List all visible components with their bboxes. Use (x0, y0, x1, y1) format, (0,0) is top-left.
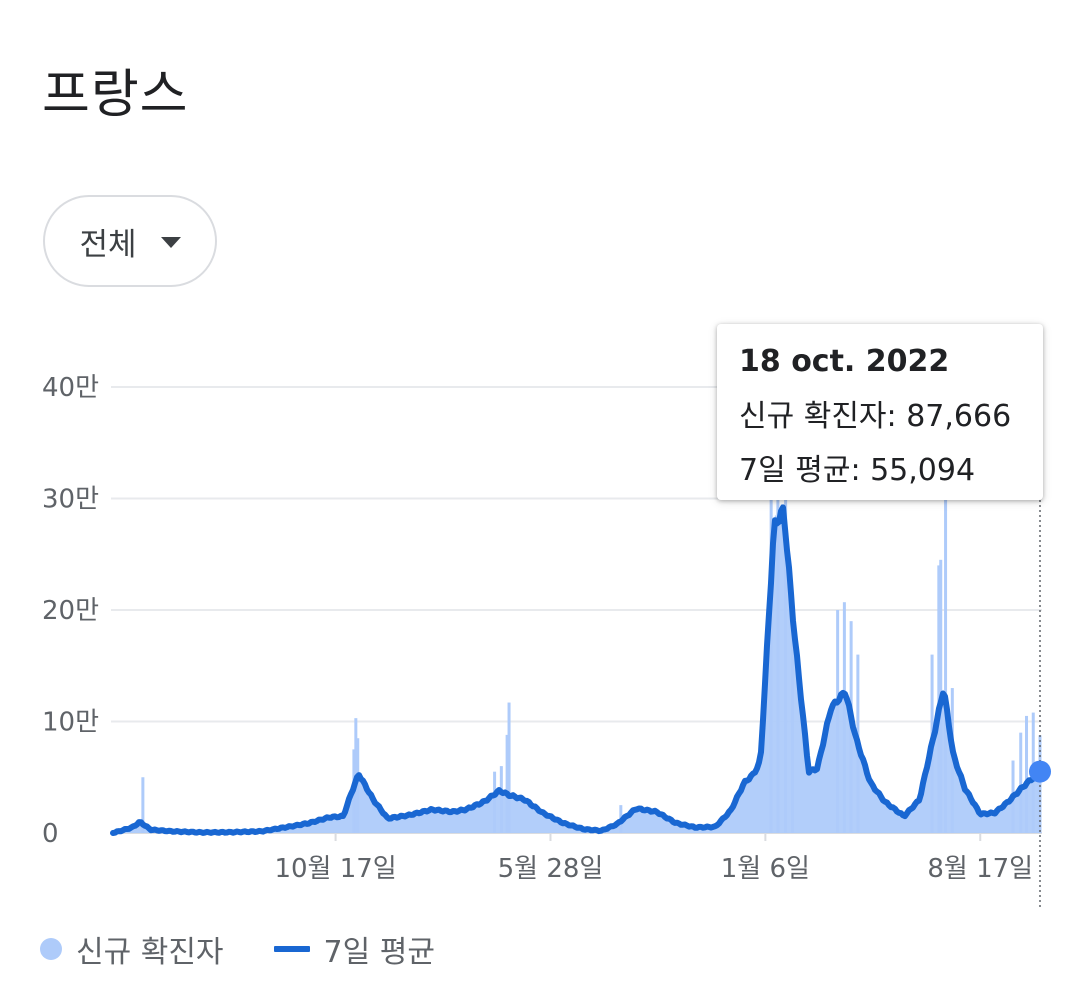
range-dropdown[interactable]: 전체 (43, 195, 217, 287)
cases-bar (1019, 732, 1023, 833)
cases-bar (499, 766, 503, 833)
cases-area (113, 503, 1040, 833)
x-tick-label: 1월 6일 (721, 854, 810, 884)
cases-bar (790, 604, 794, 833)
cases-bar (141, 777, 145, 833)
x-tick-label: 10월 17일 (274, 854, 396, 884)
hover-cursor (1029, 500, 1051, 910)
legend-avg-swatch (273, 946, 310, 952)
legend-avg-label: 7일 평균 (323, 935, 435, 970)
avg-line-layer (110, 504, 1042, 836)
cases-bar (1038, 735, 1042, 833)
x-axis: 10월 17일 5월 28일 1월 6일 8월 17일 (274, 833, 1033, 884)
tooltip-date: 18 oct. 2022 (739, 344, 950, 379)
chart-legend: 신규 확진자 7일 평균 (40, 925, 485, 973)
cases-bars (141, 448, 1042, 833)
cases-bar (944, 492, 948, 833)
tooltip-avg-row: 7일 평균: 55,094 (739, 453, 976, 488)
selected-point-marker (1029, 760, 1051, 783)
avg-line (110, 504, 1042, 836)
cases-bar (1025, 715, 1029, 833)
y-tick-label: 40만 (42, 373, 99, 403)
dropdown-caret-icon (160, 236, 181, 248)
cases-bar (493, 771, 497, 833)
y-tick-label: 20만 (42, 596, 99, 626)
cases-bar (776, 465, 780, 833)
y-axis: 0 10만 20만 30만 40만 (42, 373, 99, 849)
x-tick-label: 5월 28일 (498, 854, 604, 884)
y-tick-label: 10만 (42, 708, 99, 738)
cases-area-fill (113, 503, 1040, 833)
legend-cases-label: 신규 확진자 (76, 935, 224, 970)
range-dropdown-label: 전체 (79, 226, 137, 263)
tooltip-avg-label: 7일 평균 (739, 453, 851, 488)
tooltip-cases-value: 87,666 (906, 399, 1012, 434)
tooltip-avg-value: 55,094 (870, 453, 976, 488)
y-tick-label: 30만 (42, 485, 99, 515)
legend-item-avg[interactable]: 7일 평균 (273, 927, 435, 971)
data-tooltip: 18 oct. 2022 신규 확진자: 87,666 7일 평균: 55,09… (717, 324, 1043, 500)
cases-bar (356, 738, 360, 833)
cases-bar (769, 498, 773, 833)
legend-cases-swatch (40, 938, 62, 960)
x-tick-label: 8월 17일 (927, 854, 1033, 884)
cases-bar (505, 734, 509, 833)
tooltip-cases-row: 신규 확진자: 87,666 (739, 399, 1012, 434)
cases-bar (836, 610, 840, 833)
cases-bar (842, 602, 846, 833)
legend-item-cases[interactable]: 신규 확진자 (40, 927, 224, 971)
cases-bar (507, 702, 511, 833)
y-tick-label: 0 (42, 819, 59, 849)
cases-bar (784, 448, 788, 833)
page-title: 프랑스 (42, 65, 189, 125)
tooltip-cases-label: 신규 확진자 (739, 399, 887, 434)
